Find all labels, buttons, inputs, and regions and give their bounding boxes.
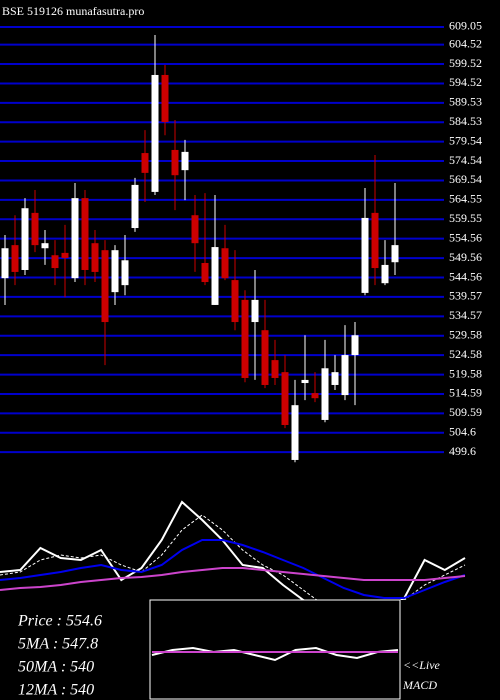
candle-body (181, 151, 189, 171)
indicator-line (151, 646, 399, 662)
y-tick-label: 519.58 (449, 366, 482, 380)
y-tick-label: 514.59 (449, 386, 482, 400)
candle-body (111, 250, 119, 293)
y-tick-label: 584.53 (449, 114, 482, 128)
info-line: Price : 554.6 (17, 613, 102, 630)
candle-body (191, 215, 199, 244)
y-tick-label: 569.54 (449, 172, 482, 186)
candle-body (331, 372, 339, 385)
y-tick-label: 609.05 (449, 19, 482, 33)
indicator-line (0, 567, 466, 591)
y-tick-label: 504.6 (449, 425, 476, 439)
y-tick-label: 594.52 (449, 75, 482, 89)
y-tick-label: 539.57 (449, 289, 482, 303)
y-tick-label: 559.55 (449, 211, 482, 225)
macd-box (149, 599, 401, 700)
info-line: 12MA : 540 (18, 682, 94, 699)
candle-body (381, 264, 389, 284)
candle-body (81, 198, 89, 270)
candle-body (121, 260, 129, 286)
candle-body (221, 248, 229, 279)
candle-body (91, 243, 99, 272)
candle-body (21, 208, 29, 270)
y-tick-label: 524.58 (449, 347, 482, 361)
candle-body (241, 299, 249, 378)
candle-body (151, 74, 159, 192)
candle-body (1, 248, 9, 279)
candle-body (61, 252, 69, 258)
candle-body (41, 243, 49, 249)
candle-body (341, 355, 349, 396)
candle-body (51, 255, 59, 269)
y-tick-label: 564.55 (449, 192, 482, 206)
candle-body (281, 372, 289, 425)
y-tick-label: 499.6 (449, 444, 476, 458)
candle-body (391, 245, 399, 263)
y-tick-label: 579.54 (449, 133, 482, 147)
indicator-panel (0, 500, 466, 600)
candle-body (371, 212, 379, 269)
candle-body (201, 262, 209, 283)
candle-body (321, 368, 329, 420)
info-line: 50MA : 540 (18, 659, 94, 676)
annotation: MACD (402, 678, 437, 692)
candle-body (251, 299, 259, 323)
y-tick-label: 534.57 (449, 308, 482, 322)
candle-body (31, 212, 39, 246)
y-tick-label: 574.54 (449, 153, 482, 167)
y-tick-label: 554.56 (449, 230, 482, 244)
candle-body (131, 184, 139, 229)
chart-title: BSE 519126 munafasutra.pro (2, 4, 144, 18)
candle-body (11, 245, 19, 272)
info-line: 5MA : 547.8 (18, 636, 98, 653)
y-tick-label: 509.59 (449, 405, 482, 419)
candle-body (291, 405, 299, 460)
candle-body (211, 247, 219, 305)
candle-body (101, 250, 109, 323)
annotation: <<Live (403, 658, 441, 672)
y-tick-label: 549.56 (449, 250, 482, 264)
candle-body (141, 153, 149, 173)
y-tick-label: 544.56 (449, 269, 482, 283)
indicator-line (0, 500, 466, 600)
candle-body (311, 393, 319, 399)
candle-body (71, 198, 79, 279)
candle-body (231, 280, 239, 323)
y-tick-label: 599.52 (449, 56, 482, 70)
indicator-line (0, 539, 466, 599)
candle-body (351, 335, 359, 356)
y-tick-label: 589.53 (449, 95, 482, 109)
indicator-line (0, 514, 466, 600)
candle-body (271, 360, 279, 378)
candle-body (261, 330, 269, 385)
y-tick-label: 529.58 (449, 327, 482, 341)
candle-body (171, 149, 179, 176)
y-tick-label: 604.52 (449, 36, 482, 50)
candle-body (361, 217, 369, 293)
candle-body (161, 74, 169, 122)
candle-body (301, 379, 309, 384)
